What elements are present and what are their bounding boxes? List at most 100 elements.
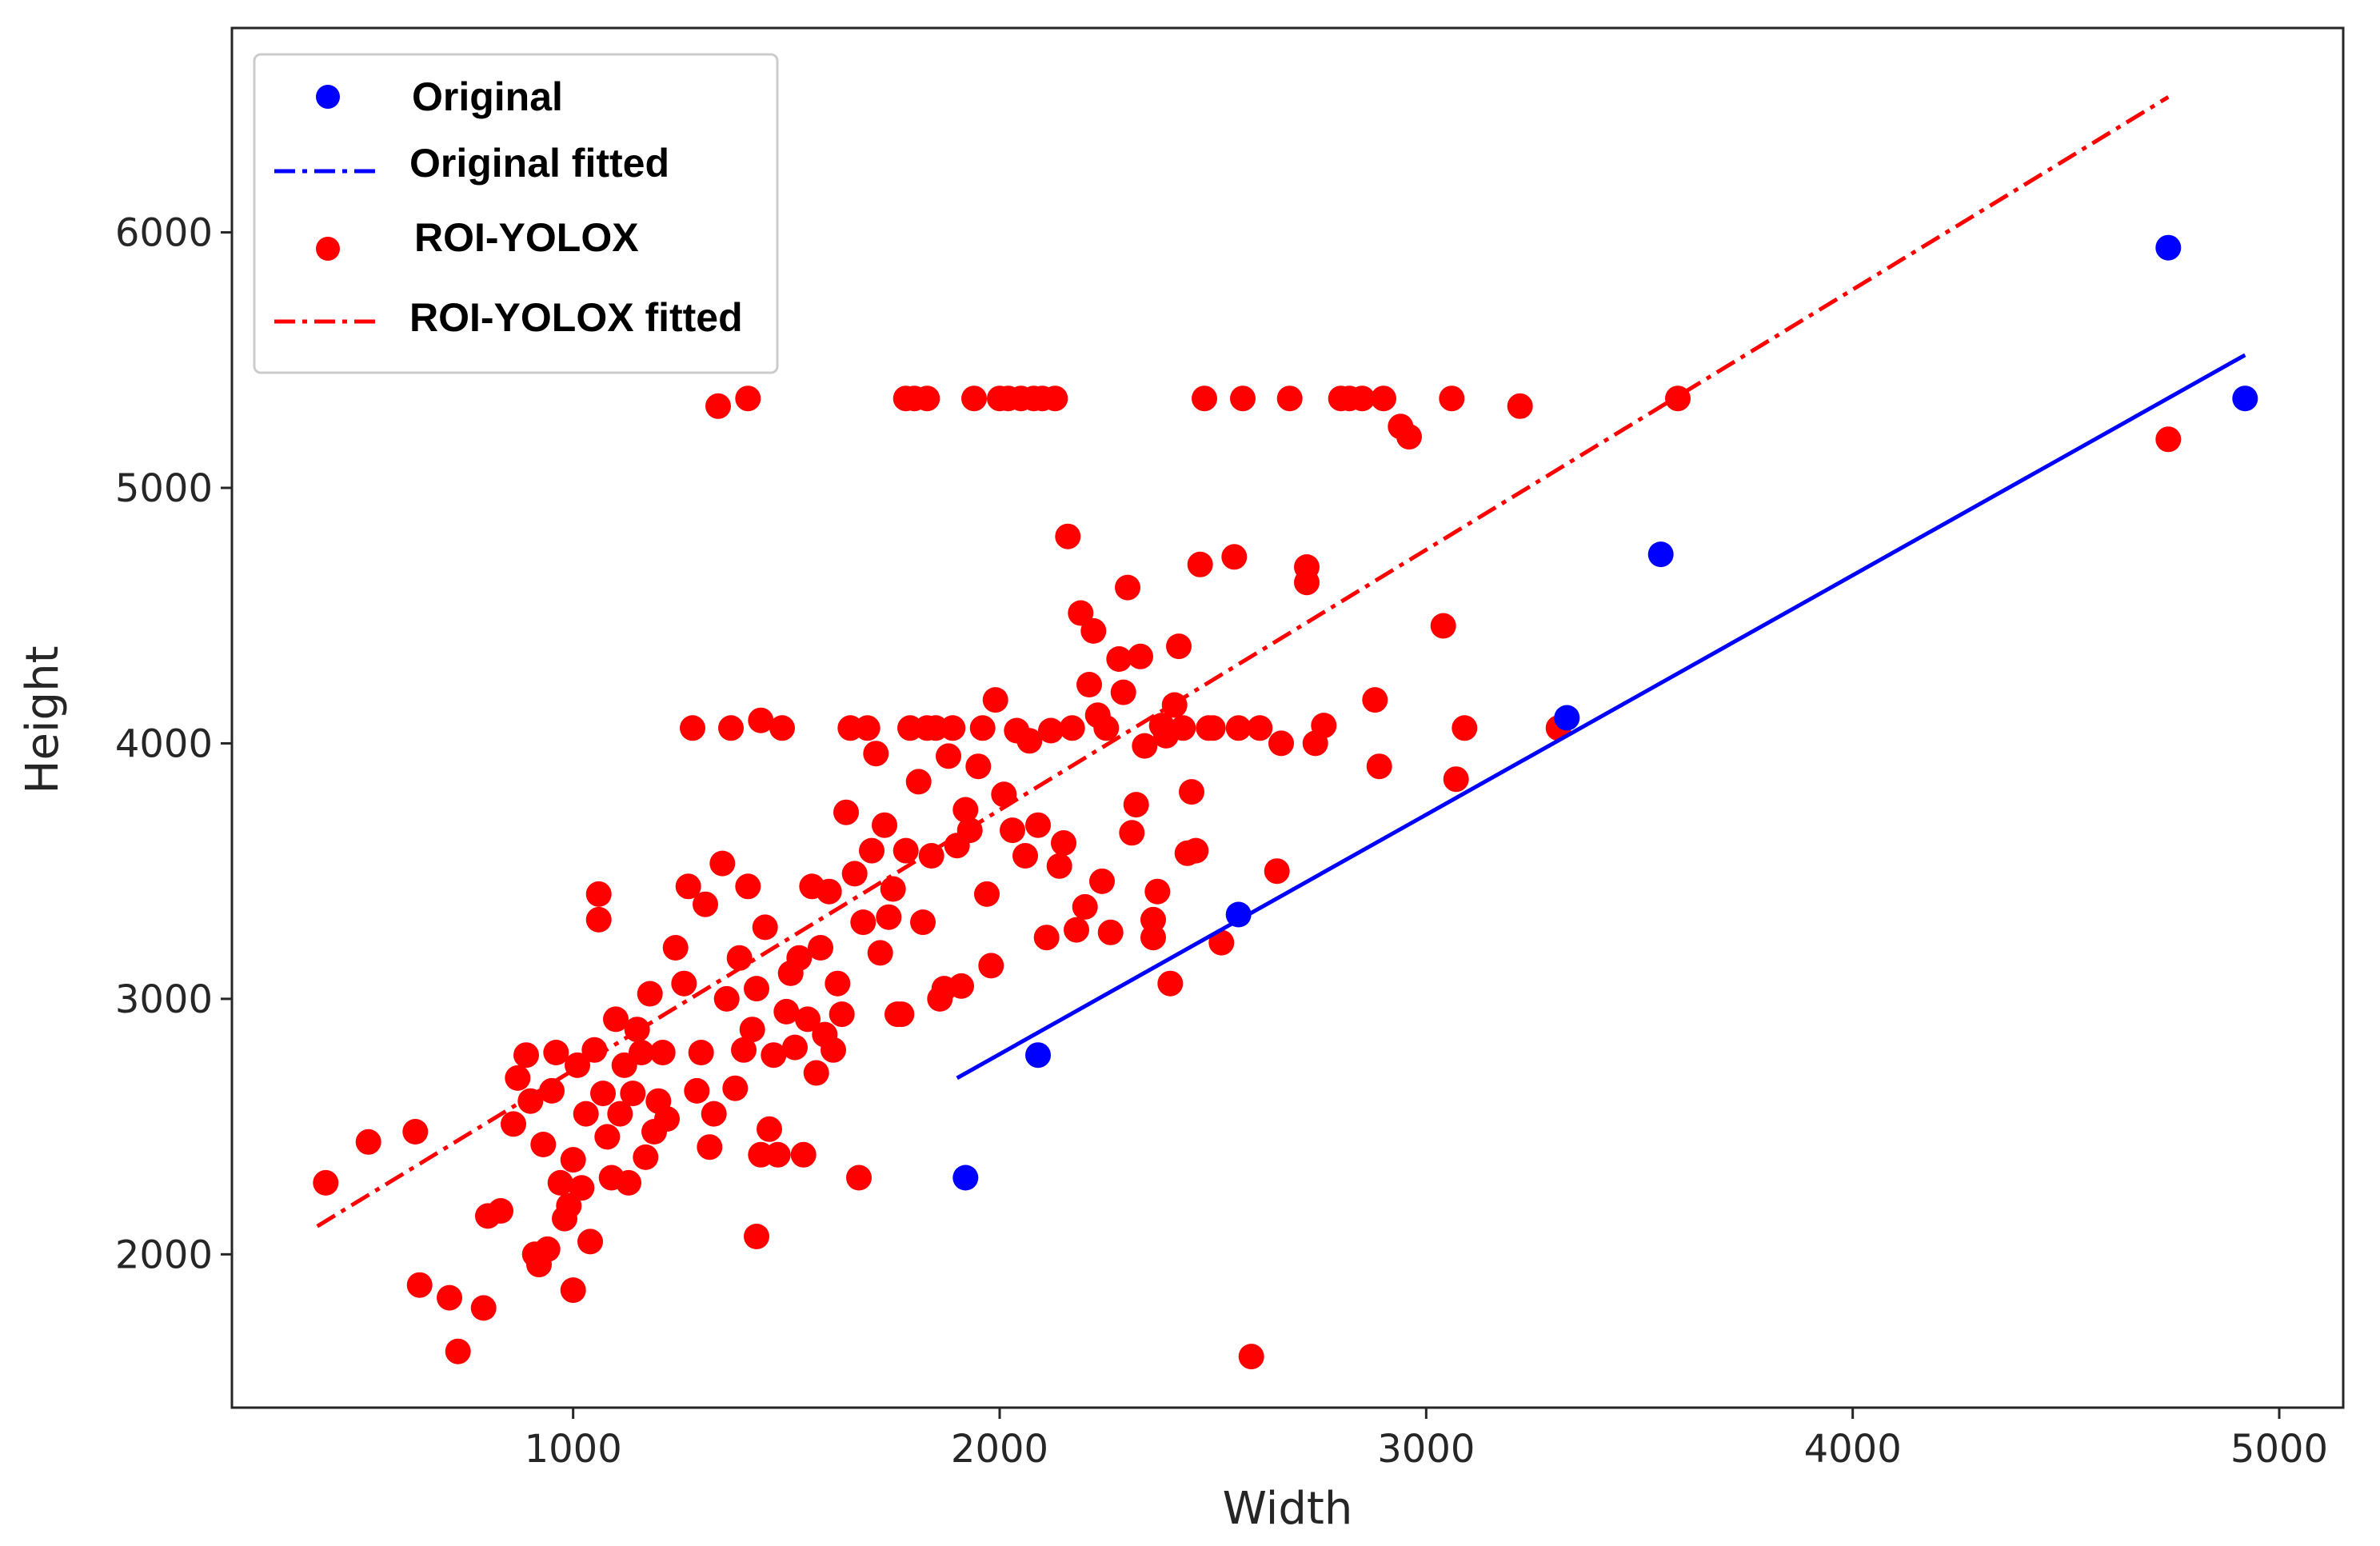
roi-yolox-point-74: [769, 715, 795, 741]
roi-yolox-point-125: [978, 953, 1004, 979]
roi-yolox-point-194: [1366, 753, 1392, 780]
roi-yolox-point-133: [1012, 843, 1038, 869]
roi-yolox-point-153: [1097, 919, 1124, 945]
roi-yolox-point-123: [969, 715, 996, 741]
roi-yolox-point-124: [974, 881, 1000, 907]
roi-yolox-point-71: [757, 1116, 782, 1142]
roi-yolox-point-198: [1430, 613, 1456, 639]
roi-yolox-point-140: [1042, 386, 1068, 412]
roi-yolox-point-57: [709, 850, 736, 877]
roi-yolox-point-184: [1268, 730, 1294, 757]
roi-yolox-point-73: [765, 1141, 791, 1168]
roi-yolox-point-195: [1371, 386, 1396, 412]
roi-yolox-point-21: [556, 1192, 582, 1219]
legend-roi-yolox-label: ROI-YOLOX: [414, 215, 639, 260]
roi-yolox-point-58: [713, 985, 740, 1012]
roi-yolox-point-146: [1068, 600, 1094, 626]
roi-yolox-point-67: [744, 1224, 769, 1249]
x-tick-label-3000: 3000: [1377, 1427, 1475, 1472]
roi-yolox-point-17: [539, 1077, 565, 1104]
x-tick-label-1000: 1000: [525, 1427, 622, 1472]
roi-yolox-point-31: [590, 1081, 616, 1107]
roi-yolox-fitted-line: [316, 95, 2170, 1228]
roi-yolox-point-192: [1349, 386, 1376, 412]
roi-yolox-point-53: [693, 891, 718, 917]
roi-yolox-point-181: [1238, 1344, 1264, 1370]
roi-yolox-point-187: [1294, 569, 1320, 596]
roi-yolox-point-173: [1187, 551, 1213, 577]
roi-yolox-point-52: [688, 1040, 714, 1065]
plot-frame: [230, 26, 2345, 1409]
roi-yolox-point-118: [948, 973, 974, 999]
roi-yolox-point-139: [1038, 717, 1064, 744]
roi-yolox-point-72: [761, 1042, 787, 1069]
y-tick-label-3000: 3000: [115, 977, 213, 1022]
roi-yolox-point-27: [577, 1228, 603, 1255]
roi-yolox-point-134: [1016, 728, 1043, 754]
roi-yolox-point-144: [1059, 715, 1085, 741]
roi-yolox-point-89: [833, 799, 859, 825]
roi-yolox-point-155: [1110, 679, 1136, 705]
roi-yolox-point-18: [543, 1040, 569, 1065]
roi-yolox-point-169: [1170, 715, 1196, 741]
original-point-0: [952, 1164, 979, 1191]
roi-yolox-point-145: [1064, 917, 1089, 943]
roi-yolox-point-25: [569, 1175, 595, 1201]
roi-yolox-point-136: [1025, 812, 1051, 838]
roi-yolox-point-50: [680, 715, 705, 741]
roi-yolox-point-48: [671, 970, 697, 997]
axis-ticks: 1000 2000 3000 4000 5000 2000 3000 4000 5000 6000: [115, 211, 2328, 1472]
roi-yolox-point-42: [637, 981, 663, 1007]
roi-yolox-point-55: [701, 1101, 727, 1127]
roi-yolox-point-19: [547, 1169, 573, 1196]
x-tick-label-2000: 2000: [951, 1427, 1048, 1472]
roi-yolox-point-154: [1106, 646, 1132, 672]
roi-yolox-point-47: [662, 935, 689, 961]
roi-yolox-point-168: [1166, 633, 1192, 660]
roi-yolox-point-159: [1128, 643, 1153, 669]
roi-yolox-point-97: [867, 940, 893, 966]
roi-yolox-point-59: [718, 715, 744, 741]
original-point-6: [2232, 386, 2258, 412]
roi-yolox-point-30: [585, 881, 612, 907]
roi-yolox-point-91: [841, 861, 868, 887]
roi-yolox-point-65: [739, 1017, 765, 1043]
roi-yolox-point-83: [808, 935, 833, 961]
original-point-2: [1225, 901, 1252, 928]
y-tick-label-5000: 5000: [115, 466, 213, 511]
roi-yolox-point-205: [2155, 426, 2182, 453]
original-point-5: [2155, 234, 2182, 261]
roi-yolox-point-10: [505, 1065, 531, 1091]
roi-yolox-point-88: [829, 1001, 855, 1028]
roi-yolox-point-193: [1362, 687, 1388, 713]
roi-yolox-point-115: [936, 743, 961, 769]
y-tick-label-2000: 2000: [115, 1232, 213, 1277]
roi-yolox-point-201: [1452, 715, 1478, 741]
roi-yolox-point-62: [731, 1037, 757, 1063]
legend-original-fitted-label: Original fitted: [409, 141, 669, 186]
roi-yolox-point-126: [982, 687, 1008, 713]
roi-yolox-point-9: [501, 1111, 526, 1137]
roi-yolox-point-64: [735, 386, 761, 412]
roi-yolox-point-41: [633, 1144, 659, 1170]
roi-yolox-point-202: [1507, 393, 1533, 419]
roi-yolox-point-22: [560, 1147, 586, 1173]
roi-yolox-point-80: [795, 1006, 821, 1033]
roi-yolox-point-151: [1089, 868, 1115, 894]
roi-yolox-point-148: [1076, 672, 1102, 697]
roi-yolox-point-99: [876, 904, 902, 930]
x-tick-label-4000: 4000: [1804, 1427, 1902, 1472]
roi-yolox-point-107: [905, 769, 932, 795]
roi-yolox-point-68: [748, 707, 774, 733]
roi-yolox-point-199: [1439, 386, 1465, 412]
roi-yolox-point-32: [594, 1124, 621, 1150]
roi-yolox-point-15: [530, 1132, 557, 1157]
roi-yolox-point-95: [859, 837, 885, 864]
roi-yolox-point-183: [1264, 858, 1290, 885]
roi-yolox-point-176: [1200, 715, 1226, 741]
roi-yolox-point-92: [846, 1164, 872, 1191]
roi-yolox-point-94: [854, 715, 881, 741]
roi-yolox-point-166: [1157, 970, 1184, 997]
roi-yolox-point-45: [649, 1040, 676, 1065]
roi-yolox-point-78: [786, 945, 813, 971]
